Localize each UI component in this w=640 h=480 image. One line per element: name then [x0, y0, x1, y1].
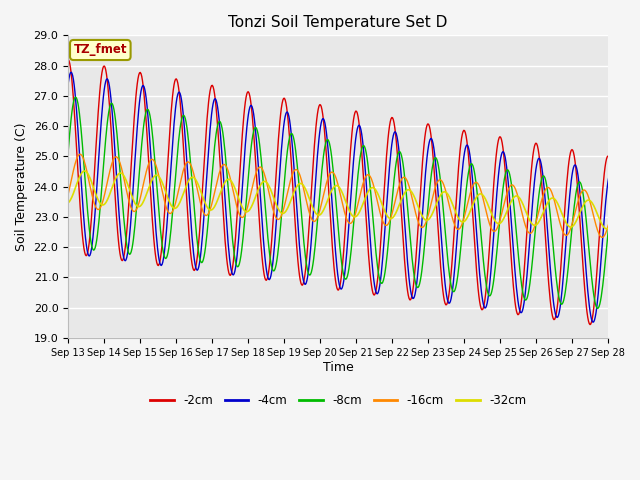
-2cm: [448, 262, 456, 267]
-32cm: [64, 200, 72, 205]
Line: -8cm: -8cm: [68, 97, 640, 312]
Text: TZ_fmet: TZ_fmet: [74, 44, 127, 57]
-8cm: [132, 205, 140, 211]
-2cm: [416, 202, 424, 207]
-4cm: [449, 286, 456, 292]
-16cm: [449, 216, 456, 222]
-8cm: [267, 260, 275, 265]
-4cm: [267, 273, 275, 279]
-4cm: [64, 81, 72, 87]
-16cm: [132, 206, 140, 212]
-2cm: [132, 96, 140, 101]
-32cm: [639, 228, 640, 233]
-8cm: [630, 310, 637, 315]
-8cm: [239, 241, 246, 247]
-32cm: [81, 168, 88, 174]
-8cm: [417, 278, 424, 284]
-4cm: [417, 240, 424, 246]
-16cm: [76, 151, 84, 157]
-2cm: [622, 326, 630, 332]
-2cm: [266, 256, 274, 262]
-2cm: [288, 169, 296, 175]
-4cm: [289, 147, 296, 153]
-16cm: [289, 171, 296, 177]
Legend: -2cm, -4cm, -8cm, -16cm, -32cm: -2cm, -4cm, -8cm, -16cm, -32cm: [145, 389, 531, 412]
-8cm: [449, 288, 456, 294]
-16cm: [267, 198, 275, 204]
-8cm: [72, 94, 79, 100]
-32cm: [289, 193, 296, 199]
Y-axis label: Soil Temperature (C): Soil Temperature (C): [15, 122, 28, 251]
-8cm: [64, 149, 72, 155]
X-axis label: Time: Time: [323, 360, 353, 373]
-8cm: [289, 132, 296, 138]
-2cm: [237, 142, 245, 147]
-16cm: [239, 215, 246, 220]
-16cm: [64, 192, 72, 197]
-4cm: [132, 135, 140, 141]
-4cm: [239, 184, 246, 190]
-32cm: [239, 204, 246, 210]
Line: -4cm: -4cm: [68, 72, 640, 327]
Line: -16cm: -16cm: [68, 154, 640, 240]
Line: -2cm: -2cm: [68, 60, 640, 329]
-32cm: [132, 203, 140, 208]
-16cm: [417, 223, 424, 229]
-2cm: [64, 57, 72, 62]
-32cm: [449, 202, 456, 207]
-4cm: [67, 69, 75, 75]
-32cm: [417, 209, 424, 215]
Line: -32cm: -32cm: [68, 171, 640, 230]
-32cm: [267, 187, 275, 193]
-16cm: [634, 237, 640, 242]
-4cm: [625, 324, 633, 330]
Title: Tonzi Soil Temperature Set D: Tonzi Soil Temperature Set D: [228, 15, 448, 30]
